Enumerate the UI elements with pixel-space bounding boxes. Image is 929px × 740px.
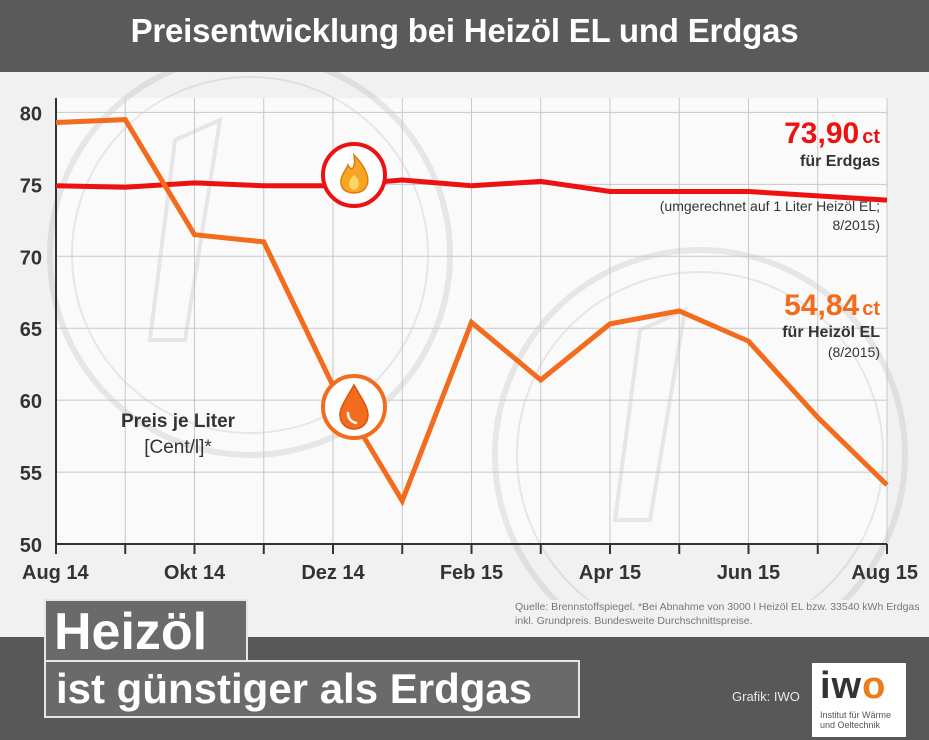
coin-numeral bbox=[612, 306, 688, 522]
x-tick-label: Apr 15 bbox=[579, 562, 641, 584]
flame-core bbox=[349, 175, 359, 190]
series-desc-erdgas: für Erdgas bbox=[800, 153, 880, 170]
y-axis-label-line-2: [Cent/l]* bbox=[144, 437, 212, 458]
x-tick-label: Dez 14 bbox=[301, 562, 365, 584]
x-tick-label: Aug 14 bbox=[22, 562, 90, 584]
headline-text-2: ist günstiger als Erdgas bbox=[56, 665, 533, 712]
series-note-erdgas-2: 8/2015) bbox=[833, 217, 880, 233]
y-tick-label: 80 bbox=[20, 103, 42, 125]
series-note-heizoel: (8/2015) bbox=[828, 344, 880, 360]
drop-shape bbox=[339, 383, 369, 430]
value-unit: ct bbox=[862, 298, 880, 320]
drop-highlight bbox=[346, 411, 358, 425]
logo-subtitle: Institut für Wärme und Oeltechnik bbox=[820, 710, 892, 730]
coin-numeral bbox=[147, 116, 223, 342]
logo-word-b: o bbox=[862, 665, 887, 707]
coin-inner-rim bbox=[71, 76, 429, 434]
y-axis-label-line-1: Preis je Liter bbox=[121, 411, 236, 432]
euro-coin-watermark bbox=[47, 72, 453, 458]
coin-rim bbox=[47, 72, 453, 458]
source-note: Quelle: Brennstoffspiegel. *Bei Abnahme … bbox=[515, 601, 920, 627]
series-desc-heizoel: für Heizöl EL bbox=[782, 324, 880, 341]
value-unit: ct bbox=[862, 126, 880, 148]
y-tick-label: 75 bbox=[20, 175, 42, 197]
headline-line-1: Heizöl bbox=[44, 599, 248, 665]
value-label-erdgas: 73,90 ct bbox=[784, 117, 880, 150]
value-label-heizoel: 54,84 ct bbox=[784, 289, 880, 322]
x-tick-label: Feb 15 bbox=[440, 562, 503, 584]
cent-coin-watermark bbox=[492, 247, 908, 600]
logo-word-a: iw bbox=[820, 665, 863, 707]
chart-title: Preisentwicklung bei Heizöl EL und Erdga… bbox=[130, 12, 799, 49]
value-number: 73,90 bbox=[784, 117, 859, 150]
series-note-erdgas: (umgerechnet auf 1 Liter Heizöl EL; bbox=[660, 198, 880, 214]
headline-line-2: ist günstiger als Erdgas bbox=[44, 660, 580, 718]
coin-rim bbox=[492, 247, 908, 600]
x-tick-label: Jun 15 bbox=[717, 562, 780, 584]
flame-icon bbox=[321, 142, 387, 208]
header-bar: Preisentwicklung bei Heizöl EL und Erdga… bbox=[0, 0, 929, 72]
coin-inner-rim bbox=[516, 271, 884, 600]
y-tick-label: 65 bbox=[20, 319, 42, 341]
headline-text-1: Heizöl bbox=[54, 603, 208, 661]
logo-wordmark: iwo bbox=[820, 665, 886, 708]
line-chart: 50 55 60 65 70 75 80 Aug 14 Okt 14 Dez 14 Feb 15 Ap… bbox=[20, 72, 918, 600]
oil-drop-icon bbox=[321, 374, 387, 440]
graphic-credit: Grafik: IWO bbox=[732, 689, 800, 704]
x-tick-label: Okt 14 bbox=[164, 562, 226, 584]
value-number: 54,84 bbox=[784, 289, 859, 322]
y-tick-label: 60 bbox=[20, 391, 42, 413]
y-tick-label: 55 bbox=[20, 463, 42, 485]
x-tick-label: Aug 15 bbox=[851, 562, 918, 584]
y-tick-label: 50 bbox=[20, 535, 42, 557]
iwo-logo: iwo Institut für Wärme und Oeltechnik bbox=[812, 663, 906, 737]
y-tick-label: 70 bbox=[20, 247, 42, 269]
flame-shape bbox=[340, 152, 369, 194]
